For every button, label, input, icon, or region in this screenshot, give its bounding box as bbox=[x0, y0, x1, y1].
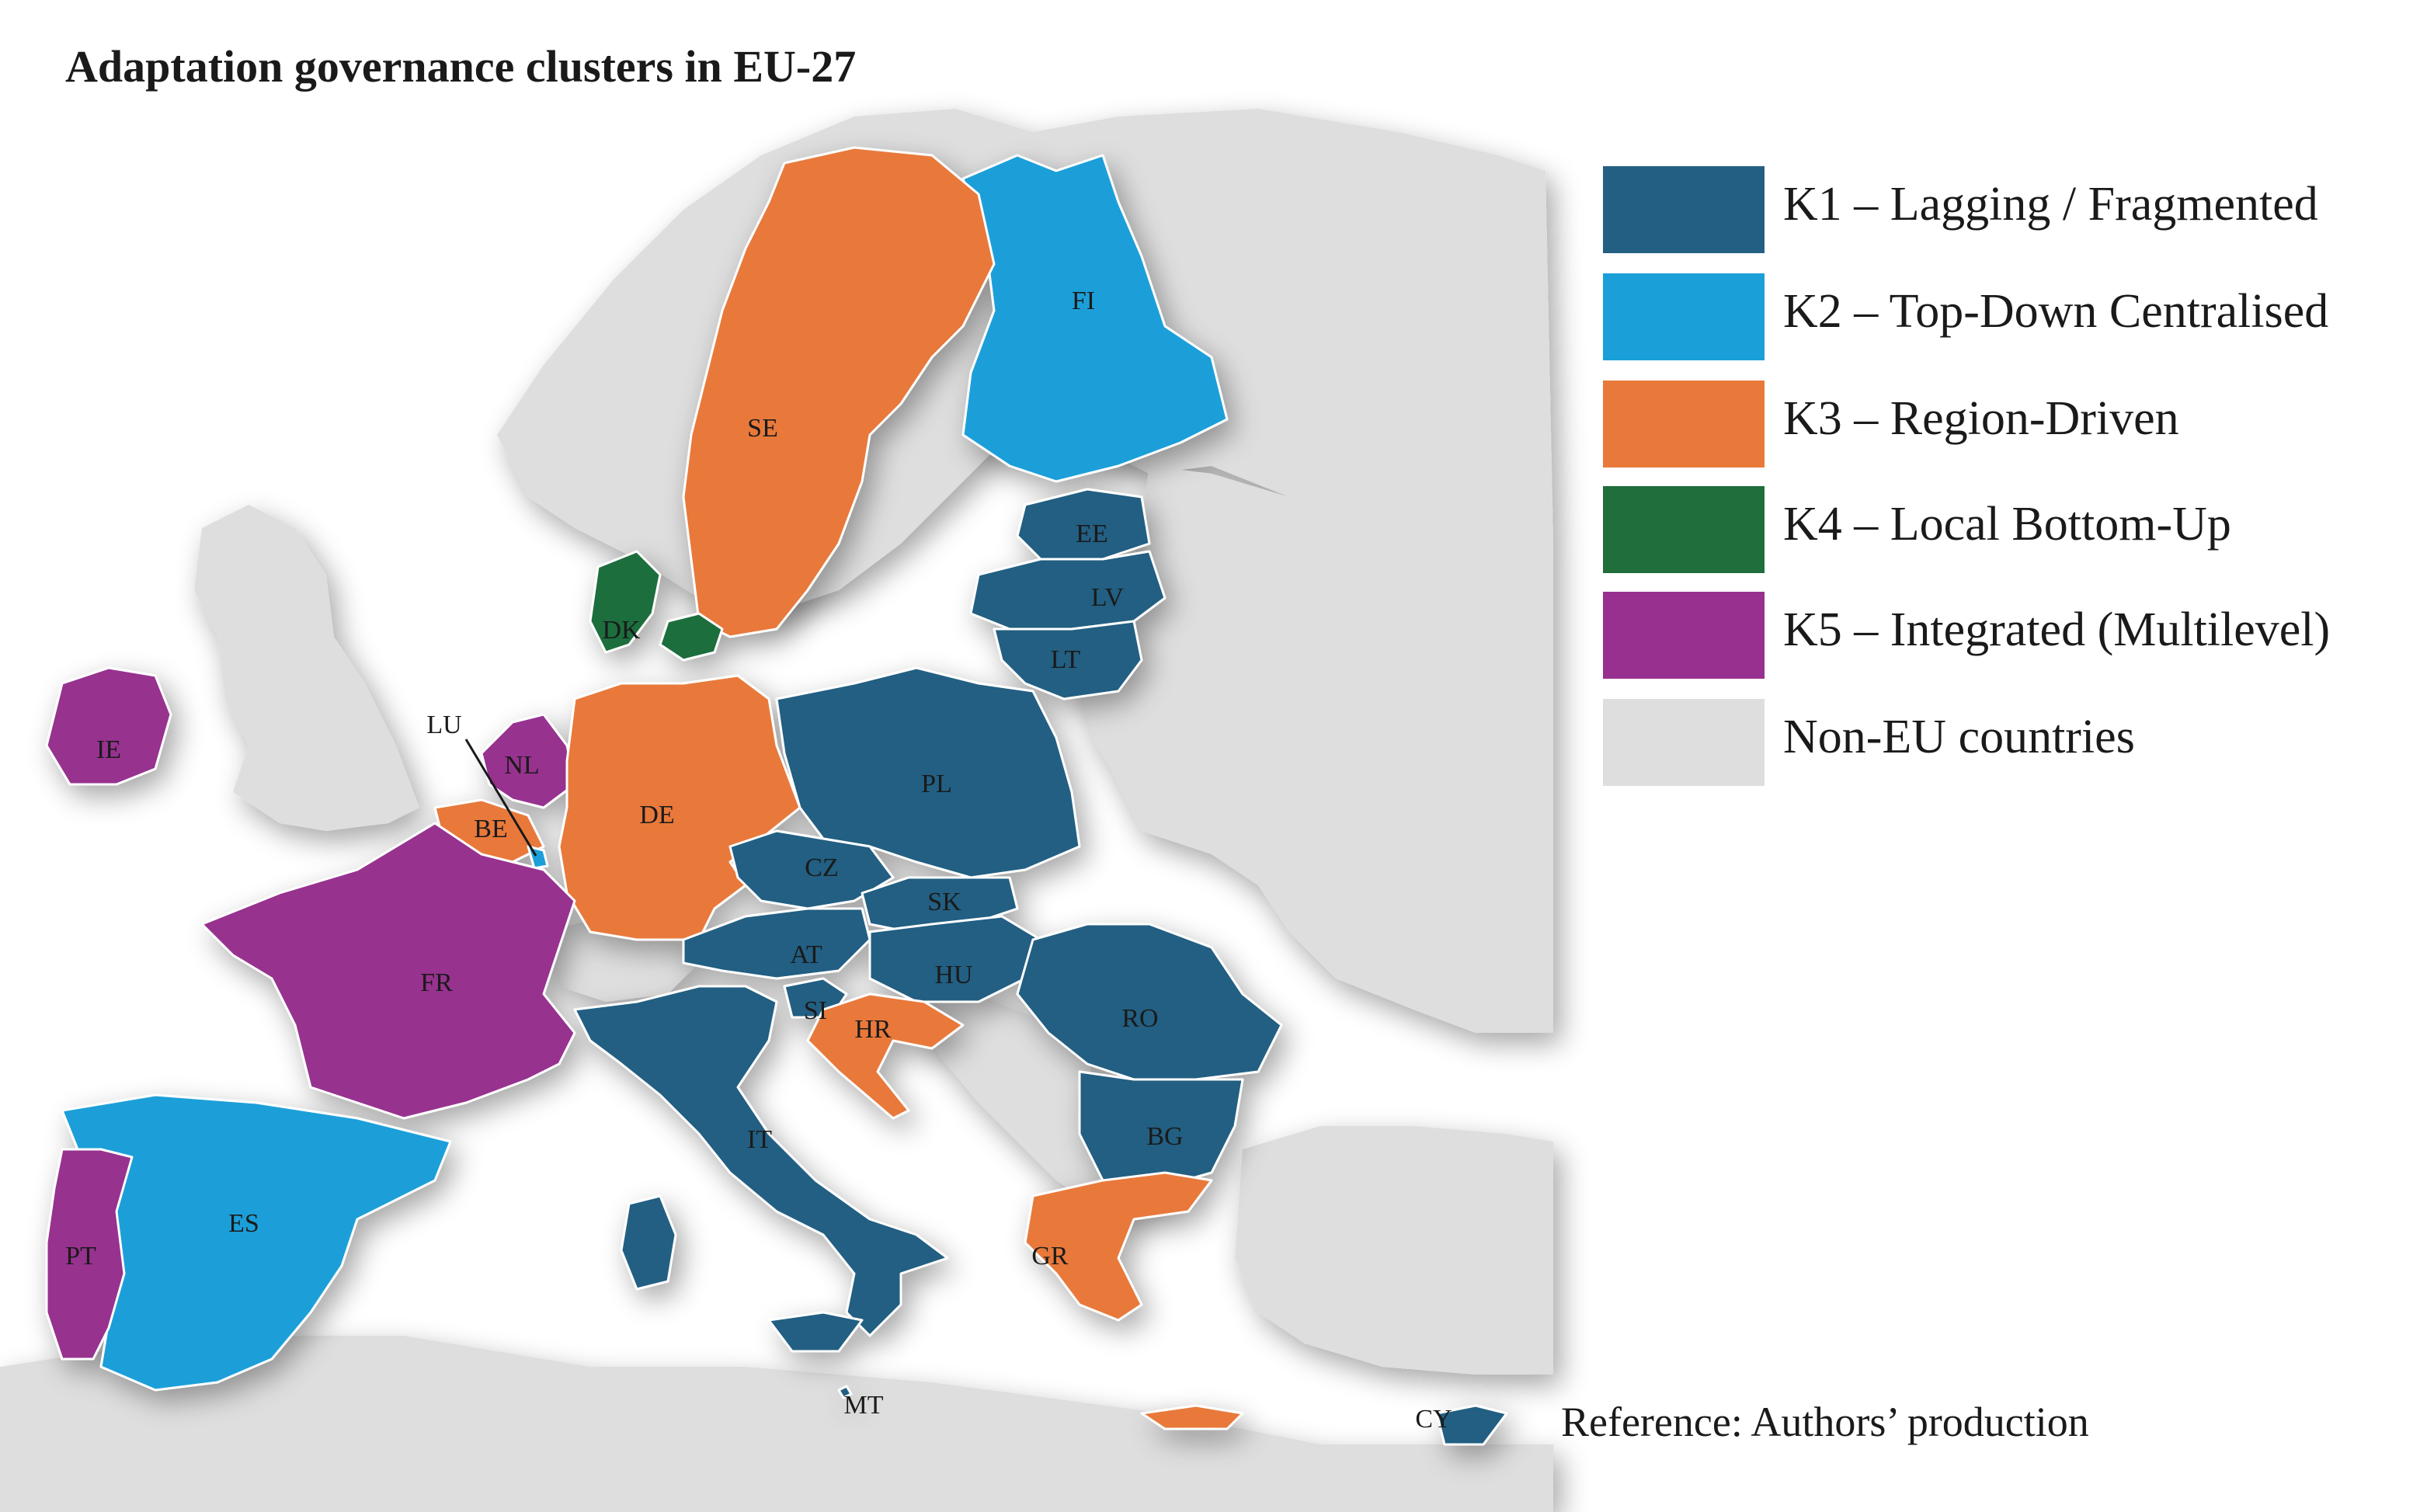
country-LT bbox=[993, 620, 1143, 700]
country-label-es: ES bbox=[228, 1209, 259, 1238]
country-label-cz: CZ bbox=[805, 853, 838, 882]
country-GR-crete bbox=[1140, 1404, 1244, 1430]
country-label-fr: FR bbox=[420, 968, 453, 997]
country-code-labels: FI SE EE LV LT DK IE NL LU BE DE PL CZ SK AT HU FR SI HR RO… bbox=[65, 287, 1452, 1434]
map-title: Adaptation governance clusters in EU-27 bbox=[65, 41, 857, 92]
country-BG bbox=[1078, 1070, 1244, 1190]
region-turkey bbox=[1235, 1126, 1553, 1375]
legend-label-k5: K5 – Integrated (Multilevel) bbox=[1783, 603, 2331, 656]
country-PL bbox=[775, 666, 1081, 879]
country-label-ie: IE bbox=[96, 735, 121, 764]
reference-note: Reference: Authors’ production bbox=[1561, 1399, 2089, 1445]
legend-swatch-k1 bbox=[1603, 166, 1765, 253]
legend-label-k4: K4 – Local Bottom-Up bbox=[1783, 498, 2231, 551]
legend-label-k1: K1 – Lagging / Fragmented bbox=[1783, 178, 2318, 231]
region-africa bbox=[0, 1336, 1553, 1512]
country-label-dk: DK bbox=[602, 616, 641, 645]
country-label-hu: HU bbox=[934, 961, 972, 989]
country-MT bbox=[837, 1385, 853, 1399]
country-label-mt: MT bbox=[844, 1391, 884, 1420]
country-label-nl: NL bbox=[504, 751, 539, 780]
country-FI bbox=[961, 154, 1229, 483]
legend-swatch-k4 bbox=[1603, 486, 1765, 573]
country-label-hr: HR bbox=[854, 1015, 892, 1044]
legend-label-k2: K2 – Top-Down Centralised bbox=[1783, 285, 2329, 338]
country-label-de: DE bbox=[639, 801, 674, 829]
legend-swatch-k3 bbox=[1603, 381, 1765, 468]
country-label-ee: EE bbox=[1076, 520, 1108, 548]
legend-label-k3: K3 – Region-Driven bbox=[1783, 392, 2179, 445]
country-IT-sardinia bbox=[620, 1194, 677, 1291]
legend-swatch-k2 bbox=[1603, 273, 1765, 360]
country-PT bbox=[45, 1148, 134, 1361]
country-label-bg: BG bbox=[1146, 1122, 1183, 1151]
country-LV bbox=[969, 550, 1167, 631]
country-label-at: AT bbox=[790, 940, 822, 969]
eu-countries bbox=[45, 146, 1508, 1446]
region-east bbox=[1072, 466, 1553, 1033]
legend-label-noneu: Non-EU countries bbox=[1783, 711, 2135, 763]
country-IT-sicily bbox=[767, 1311, 864, 1353]
country-EE bbox=[1016, 488, 1151, 561]
country-CY bbox=[1435, 1404, 1508, 1446]
country-DK-islands bbox=[659, 612, 724, 662]
legend-swatch-noneu bbox=[1603, 699, 1765, 786]
lu-leader-line bbox=[464, 739, 537, 857]
country-label-lt: LT bbox=[1051, 645, 1081, 674]
country-SE bbox=[682, 146, 996, 638]
country-label-be: BE bbox=[474, 815, 507, 843]
country-label-sk: SK bbox=[927, 888, 961, 916]
country-DK bbox=[589, 550, 662, 654]
country-label-fi: FI bbox=[1072, 287, 1095, 315]
country-RO bbox=[1016, 923, 1283, 1081]
country-GR bbox=[1024, 1171, 1213, 1322]
region-uk bbox=[194, 505, 419, 831]
country-label-gr: GR bbox=[1031, 1242, 1069, 1270]
country-IE bbox=[45, 666, 172, 786]
country-label-se: SE bbox=[747, 414, 778, 443]
country-label-si: SI bbox=[804, 996, 827, 1025]
legend-swatch-k5 bbox=[1603, 592, 1765, 679]
country-label-lv: LV bbox=[1091, 583, 1125, 612]
country-label-pt: PT bbox=[65, 1242, 96, 1270]
country-IT bbox=[573, 985, 949, 1337]
country-FR bbox=[200, 822, 576, 1120]
country-label-pl: PL bbox=[921, 770, 952, 798]
country-label-ro: RO bbox=[1121, 1004, 1158, 1033]
country-AT bbox=[682, 907, 871, 980]
country-label-it: IT bbox=[747, 1125, 772, 1154]
country-HR bbox=[806, 992, 965, 1120]
country-label-lu: LU bbox=[426, 711, 461, 739]
country-label-cy: CY bbox=[1415, 1405, 1452, 1434]
